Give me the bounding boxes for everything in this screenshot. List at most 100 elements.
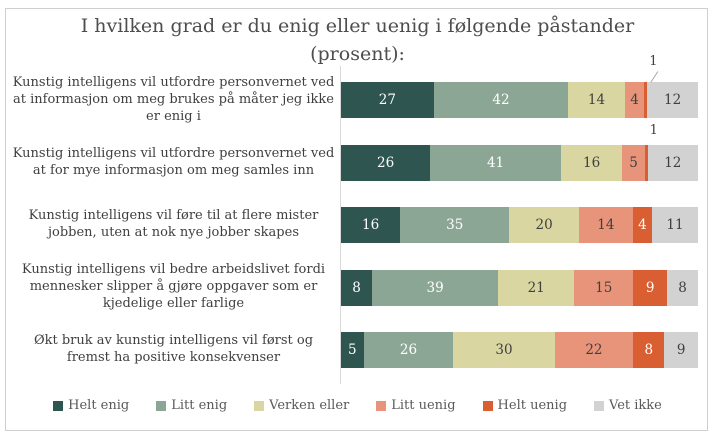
legend-swatch-icon: [254, 400, 265, 411]
bar-segment: 27: [341, 82, 434, 119]
stacked-bar: 27 42 14 4 1 12: [341, 55, 698, 119]
stacked-bar: 8 39 21 15 9 8: [341, 269, 699, 306]
legend-item: Litt uenig: [376, 398, 456, 413]
segment-value-label: 4: [630, 92, 639, 109]
segment-value-label: 12: [664, 154, 682, 171]
bar-segment: 26: [341, 144, 431, 181]
segment-value-label: 15: [595, 279, 613, 296]
segment-value-label: 21: [527, 279, 545, 296]
outside-value-text: 1: [649, 122, 658, 138]
chart-row: Økt bruk av kunstig intelligens vil førs…: [12, 319, 704, 382]
bar-segment: 9: [664, 332, 698, 369]
bar-segment: 11: [651, 207, 699, 244]
category-axis-line: [340, 66, 341, 384]
category-label: Økt bruk av kunstig intelligens vil førs…: [33, 333, 314, 366]
legend-item: Verken eller: [254, 399, 349, 412]
segment-value-label: 20: [535, 217, 553, 234]
segment-value-label: 8: [352, 279, 361, 296]
segment-value-label: 16: [583, 154, 601, 171]
legend-swatch-icon: [156, 400, 167, 411]
bar-segment: 15: [574, 269, 634, 306]
legend-label: Litt enig: [171, 398, 228, 413]
bar-segment: 8: [341, 269, 372, 306]
legend-item: Vet ikke: [594, 399, 662, 412]
plot-area: Kunstig intelligens vil utfordre personv…: [12, 55, 704, 382]
bar-segment: 4: [632, 207, 652, 244]
chart-row: Kunstig intelligens vil bedre arbeidsliv…: [12, 257, 704, 320]
bar-segment: 20: [509, 207, 579, 244]
legend-item: Helt enig: [53, 399, 129, 412]
legend-label: Vet ikke: [609, 398, 662, 413]
segment-value-label: 22: [585, 342, 603, 359]
legend-swatch-icon: [53, 400, 64, 411]
bar-segment: 26: [363, 332, 454, 369]
category-label: Kunstig intelligens vil utfordre personv…: [12, 145, 335, 178]
legend-label: Litt uenig: [391, 398, 456, 413]
bar-segment: 22: [554, 332, 634, 369]
segment-value-label: 39: [426, 279, 444, 296]
chart-title-line1: I hvilken grad er du enig eller uenig i …: [80, 15, 635, 37]
segment-value-label: 41: [486, 154, 505, 171]
segment-value-label: 5: [629, 154, 638, 171]
bar-segment: 39: [371, 269, 499, 306]
category-label: Kunstig intelligens vil føre til at fler…: [28, 208, 319, 241]
legend-swatch-icon: [376, 400, 387, 411]
bar-segment: 35: [400, 207, 510, 244]
callout-line: [649, 71, 658, 83]
segment-value-label: 26: [399, 342, 418, 359]
chart-title: I hvilken grad er du enig eller uenig i …: [0, 13, 715, 68]
bar-segment: 21: [498, 269, 575, 306]
stacked-bar: 26 41 16 5 1 12: [341, 124, 698, 181]
segment-value-label: 9: [676, 342, 686, 359]
bar-segment: 12: [647, 144, 698, 181]
stacked-bar: 5 26 30 22 8 9: [341, 332, 698, 369]
category-label: Kunstig intelligens vil bedre arbeidsliv…: [21, 262, 326, 312]
segment-value-label: 4: [638, 217, 647, 234]
category-label: Kunstig intelligens vil utfordre personv…: [12, 74, 335, 124]
bar-segment: 8: [667, 269, 699, 306]
bar-segment: 41: [430, 144, 561, 181]
segment-value-label: 5: [347, 342, 357, 359]
bar-segment: [644, 144, 648, 181]
bar-segment: 42: [433, 82, 569, 119]
segment-value-label: 8: [678, 279, 687, 296]
segment-value-label: 14: [587, 92, 606, 109]
chart-legend: Helt enig Litt enig Verken eller Litt uenig…: [0, 399, 715, 412]
bar-segment: 16: [560, 144, 623, 181]
segment-value-label: 9: [645, 279, 655, 296]
chart-row: Kunstig intelligens vil utfordre personv…: [12, 55, 704, 132]
bar-segment: 14: [568, 82, 625, 119]
bar-segment: 16: [341, 207, 401, 244]
segment-value-label: 16: [362, 217, 380, 234]
legend-item: Litt enig: [156, 399, 227, 412]
legend-swatch-icon: [594, 400, 605, 411]
segment-value-label: 11: [666, 217, 684, 234]
outside-value-label: 1: [650, 124, 658, 137]
legend-swatch-icon: [482, 400, 493, 411]
segment-value-label: 14: [597, 217, 615, 234]
bar-segment: 4: [624, 82, 645, 119]
bar-segment: [644, 82, 648, 119]
chart-title-line2: (prosent):: [310, 42, 405, 65]
bar-segment: 8: [633, 332, 665, 369]
segment-value-label: 27: [378, 92, 396, 109]
legend-label: Helt uenig: [497, 398, 568, 413]
legend-item: Helt uenig: [482, 398, 568, 413]
segment-value-label: 42: [492, 92, 510, 109]
bar-segment: 12: [647, 82, 698, 119]
stacked-bar: 16 35 20 14 4 11: [341, 207, 699, 244]
chart-row: Kunstig intelligens vil føre til at fler…: [12, 194, 704, 257]
bar-segment: 14: [578, 207, 633, 244]
legend-label: Verken eller: [269, 398, 350, 413]
bar-segment: 5: [622, 144, 645, 181]
segment-value-label: 8: [644, 342, 654, 359]
bar-segment: 30: [453, 332, 555, 369]
segment-value-label: 30: [495, 342, 513, 359]
bar-segment: 9: [633, 269, 668, 306]
segment-value-label: 35: [446, 217, 464, 234]
bar-segment: 5: [341, 332, 364, 369]
segment-value-label: 12: [664, 92, 682, 109]
segment-value-label: 26: [376, 154, 395, 171]
legend-label: Helt enig: [68, 398, 130, 413]
